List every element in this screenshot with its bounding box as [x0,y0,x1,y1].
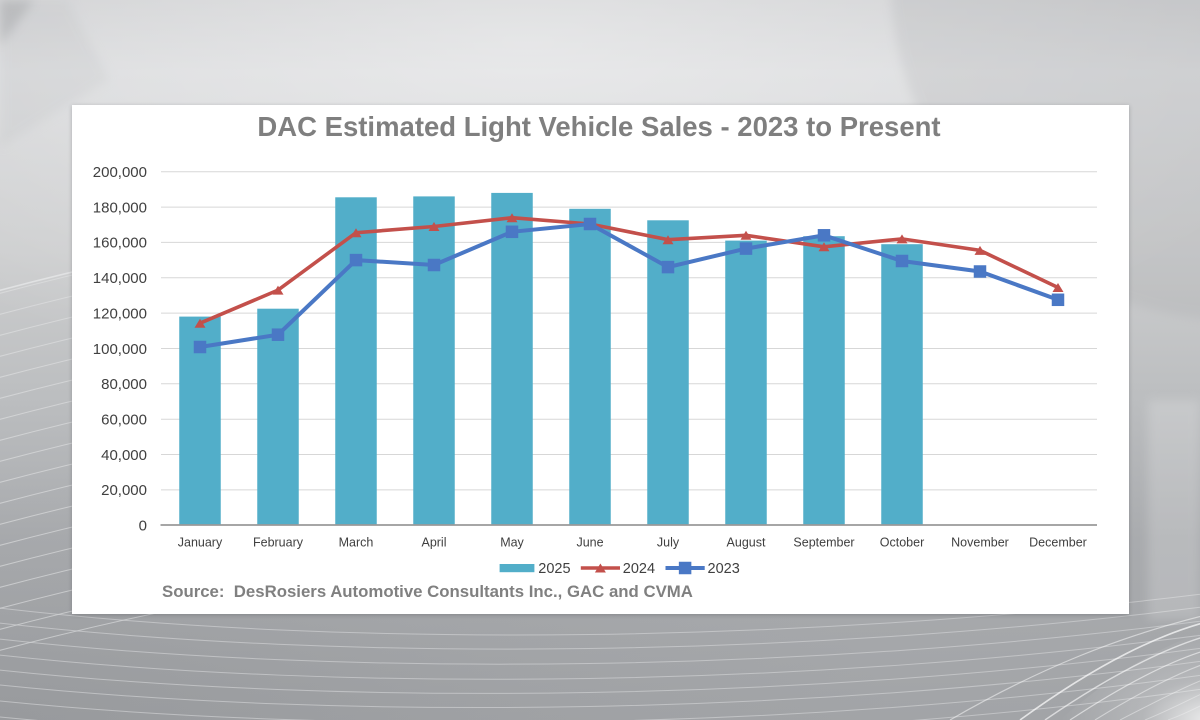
svg-text:60,000: 60,000 [101,412,147,429]
svg-text:80,000: 80,000 [101,376,147,393]
svg-text:180,000: 180,000 [93,199,147,216]
svg-text:20,000: 20,000 [101,482,147,499]
svg-text:140,000: 140,000 [93,270,147,287]
svg-text:40,000: 40,000 [101,447,147,464]
svg-text:November: November [951,536,1009,550]
svg-text:April: April [421,536,446,550]
svg-text:2023: 2023 [708,561,740,577]
svg-text:June: June [576,536,603,550]
svg-text:February: February [253,536,304,550]
svg-text:January: January [178,536,223,550]
svg-text:160,000: 160,000 [93,235,147,252]
svg-text:2025: 2025 [538,561,570,577]
svg-text:March: March [339,536,374,550]
svg-text:200,000: 200,000 [93,164,147,181]
svg-text:DAC Estimated Light Vehicle Sa: DAC Estimated Light Vehicle Sales - 2023… [257,111,940,142]
svg-text:October: October [880,536,924,550]
svg-text:0: 0 [139,518,147,535]
svg-text:May: May [500,536,524,550]
svg-text:September: September [793,536,854,550]
svg-text:July: July [657,536,680,550]
svg-text:Source: DesRosiers Automotive: Source: DesRosiers Automotive Consultant… [162,582,693,601]
svg-text:100,000: 100,000 [93,341,147,358]
svg-text:December: December [1029,536,1087,550]
svg-text:2024: 2024 [623,561,655,577]
svg-text:120,000: 120,000 [93,305,147,322]
svg-text:August: August [727,536,766,550]
